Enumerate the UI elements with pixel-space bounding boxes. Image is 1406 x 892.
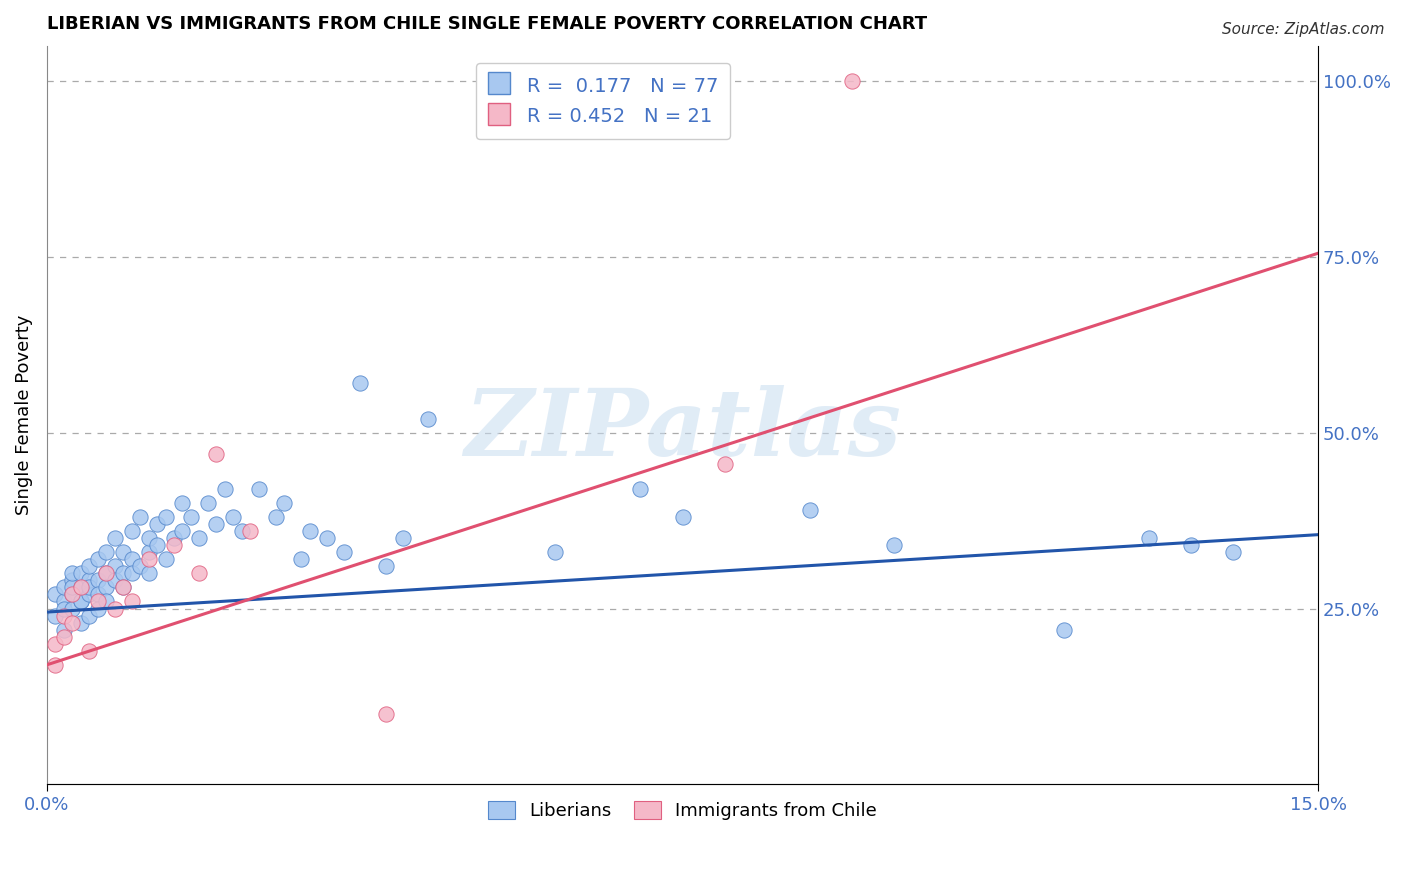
Y-axis label: Single Female Poverty: Single Female Poverty	[15, 315, 32, 516]
Text: ZIPatlas: ZIPatlas	[464, 384, 901, 475]
Text: Source: ZipAtlas.com: Source: ZipAtlas.com	[1222, 22, 1385, 37]
Legend: Liberians, Immigrants from Chile: Liberians, Immigrants from Chile	[481, 793, 884, 827]
Text: LIBERIAN VS IMMIGRANTS FROM CHILE SINGLE FEMALE POVERTY CORRELATION CHART: LIBERIAN VS IMMIGRANTS FROM CHILE SINGLE…	[46, 15, 927, 33]
